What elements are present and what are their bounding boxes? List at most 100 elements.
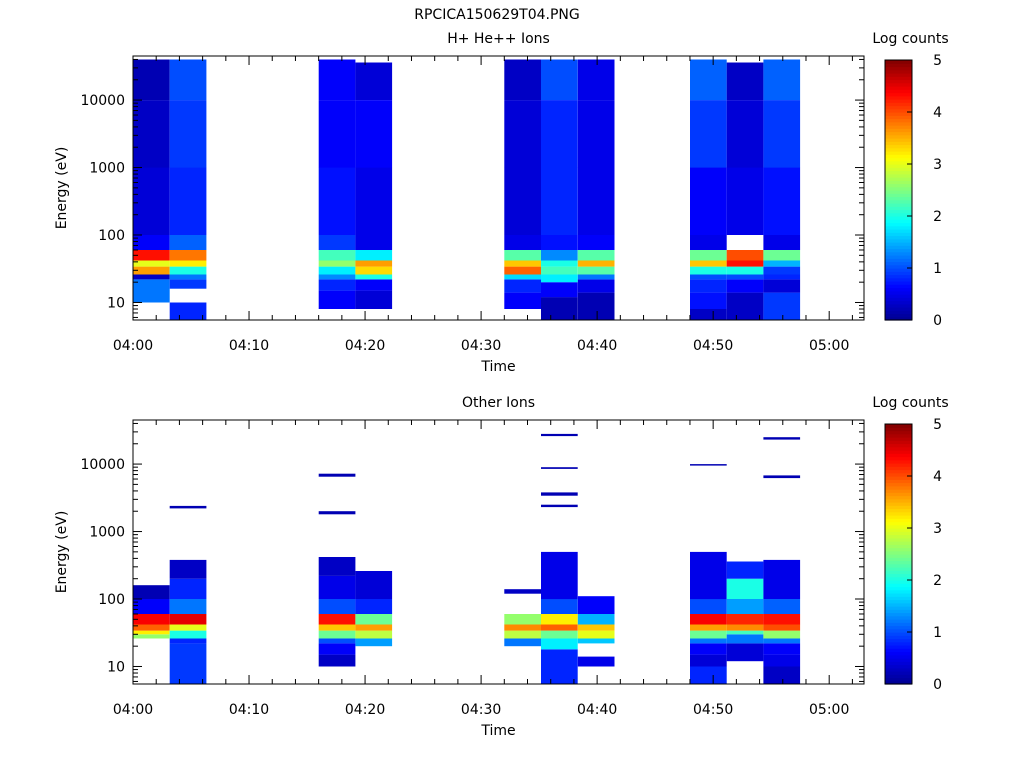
- colorbar-swatch: [885, 615, 912, 620]
- heatmap-cell: [577, 656, 615, 667]
- heatmap-cell: [318, 473, 356, 477]
- colorbar-swatch: [885, 492, 912, 497]
- heatmap-cell: [541, 274, 578, 283]
- heatmap-cell: [763, 559, 801, 599]
- colorbar-swatch: [885, 602, 912, 607]
- colorbar-swatch: [885, 157, 912, 162]
- heatmap-cell: [690, 666, 727, 684]
- heatmap-cell: [541, 649, 578, 684]
- heatmap-cell: [133, 279, 170, 303]
- colorbar-swatch: [885, 528, 912, 532]
- heatmap-cell: [504, 274, 541, 280]
- y-tick-label: 100: [98, 228, 125, 244]
- heatmap-cell: [726, 561, 764, 579]
- x-axis-label: Time: [480, 723, 515, 739]
- colorbar-swatch: [885, 606, 912, 610]
- heatmap-cell: [577, 614, 615, 625]
- heatmap-cell: [169, 505, 207, 509]
- colorbar-swatch: [885, 196, 912, 201]
- heatmap-cell: [726, 260, 764, 267]
- colorbar-swatch: [885, 242, 912, 246]
- heatmap-cell: [577, 624, 615, 631]
- heatmap-cell: [355, 235, 393, 250]
- colorbar-swatch: [885, 638, 912, 643]
- heatmap-cell: [504, 250, 541, 261]
- colorbar-swatch: [885, 544, 912, 549]
- colorbar-swatch: [885, 274, 912, 279]
- colorbar-swatch: [885, 206, 912, 211]
- heatmap-cell: [763, 100, 801, 168]
- heatmap-cell: [133, 260, 170, 267]
- heatmap-cells: [133, 433, 801, 684]
- colorbar-swatch: [885, 485, 912, 490]
- colorbar-swatch: [885, 459, 912, 464]
- colorbar-swatch: [885, 245, 912, 250]
- heatmap-cell: [541, 59, 578, 101]
- heatmap-cell: [318, 557, 356, 576]
- heatmap-cell: [541, 630, 578, 639]
- heatmap-cell: [504, 589, 541, 594]
- heatmap-cell: [690, 260, 727, 267]
- heatmap-cell: [355, 266, 393, 275]
- heatmap-cell: [169, 100, 207, 168]
- colorbar-swatch: [885, 446, 912, 451]
- colorbar-swatch: [885, 654, 912, 659]
- colorbar-swatch: [885, 173, 912, 178]
- x-tick-label: 04:50: [693, 702, 733, 718]
- heatmap-cell: [504, 59, 541, 101]
- colorbar-swatch: [885, 609, 912, 614]
- heatmap-cell: [504, 266, 541, 275]
- colorbar-tick-label: 0: [933, 313, 942, 329]
- colorbar-swatch: [885, 456, 912, 461]
- colorbar-swatch: [885, 303, 912, 308]
- heatmap-cell: [763, 630, 801, 639]
- colorbar-label: Log counts: [872, 395, 948, 411]
- heatmap-cell: [763, 279, 801, 293]
- colorbar-swatch: [885, 596, 912, 601]
- heatmap-cell: [763, 59, 801, 101]
- colorbar-swatch: [885, 121, 912, 126]
- heatmap-cell: [763, 274, 801, 280]
- heatmap-cell: [169, 559, 207, 579]
- heatmap-cell: [690, 274, 727, 280]
- heatmap-cell: [504, 630, 541, 639]
- heatmap-cell: [133, 266, 170, 275]
- heatmap-cell: [726, 599, 764, 614]
- y-tick-label: 1000: [89, 161, 125, 177]
- heatmap-cell: [318, 599, 356, 614]
- colorbar-swatch: [885, 502, 912, 506]
- y-tick-label: 10000: [80, 93, 125, 109]
- colorbar-swatch: [885, 238, 912, 243]
- colorbar-swatch: [885, 281, 912, 285]
- heatmap-cell: [355, 279, 393, 291]
- colorbar-swatch: [885, 248, 912, 253]
- colorbar: 0 1 2 3 4 5 Log counts: [872, 395, 948, 693]
- heatmap-cell: [133, 585, 170, 599]
- colorbar-frame: [884, 423, 913, 685]
- heatmap-cell: [690, 309, 727, 320]
- colorbar-swatch: [885, 255, 912, 259]
- heatmap-cell: [690, 464, 727, 466]
- x-tick-label: 04:20: [345, 338, 385, 354]
- heatmap-cell: [169, 643, 207, 684]
- heatmap-cell: [690, 643, 727, 655]
- heatmap-cell: [577, 167, 615, 235]
- colorbar-swatch: [885, 222, 912, 227]
- heatmap-cell: [504, 235, 541, 250]
- colorbar-swatch: [885, 264, 912, 269]
- colorbar-swatch: [885, 294, 912, 298]
- colorbar-swatch: [885, 508, 912, 513]
- heatmap-cell: [541, 282, 578, 298]
- colorbar-swatch: [885, 632, 912, 636]
- colorbar-swatch: [885, 170, 912, 175]
- heatmap-cell: [763, 638, 801, 644]
- colorbar-swatch: [885, 225, 912, 230]
- colorbar-swatch: [885, 203, 912, 207]
- colorbar-swatch: [885, 651, 912, 656]
- colorbar-swatch: [885, 424, 912, 428]
- colorbar-swatch: [885, 680, 912, 685]
- colorbar-swatch: [885, 674, 912, 679]
- colorbar: 0 1 2 3 4 5 Log counts: [872, 31, 948, 329]
- heatmap-cell: [541, 624, 578, 631]
- colorbar-swatch: [885, 151, 912, 155]
